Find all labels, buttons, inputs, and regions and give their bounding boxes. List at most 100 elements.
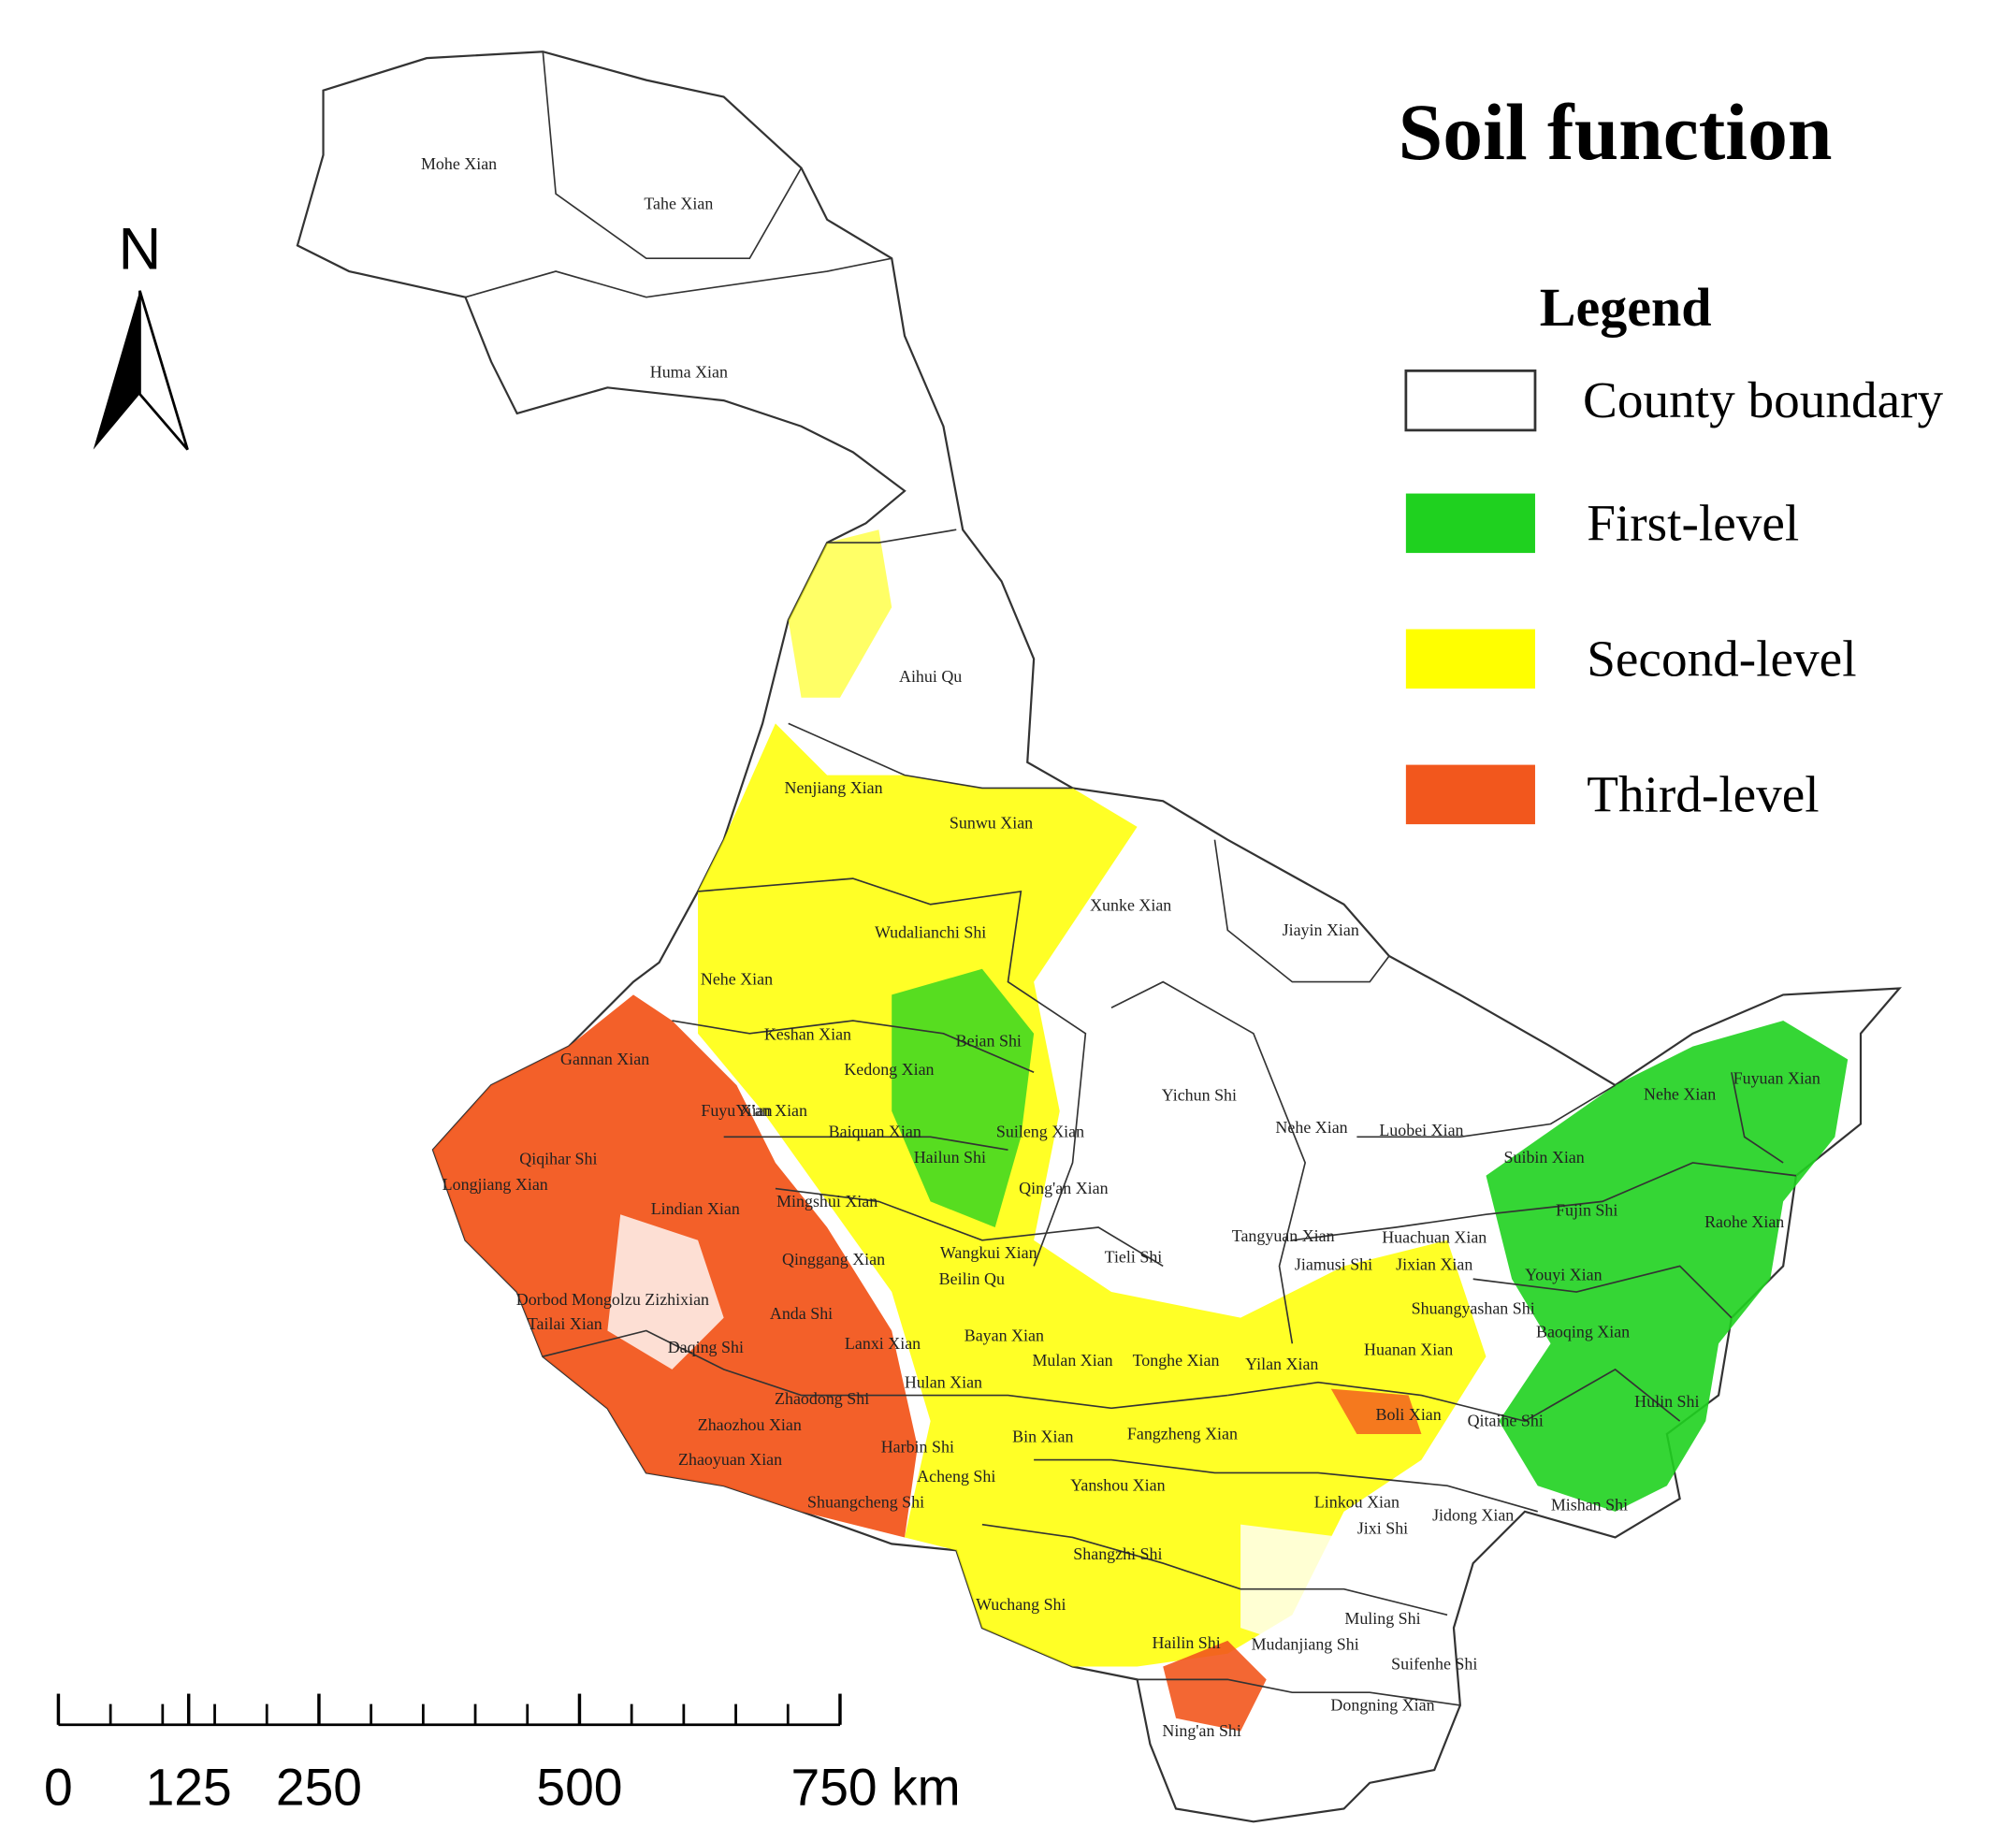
county-label: Fuyu Xian <box>701 1101 772 1120</box>
county-label: Tonghe Xian <box>1133 1351 1220 1370</box>
county-label: Gannan Xian <box>560 1050 649 1068</box>
county-label: Qiqihar Shi <box>519 1149 597 1167</box>
legend-swatch <box>1405 764 1535 825</box>
unclassified-patch <box>607 1033 1344 1654</box>
county-label: Luobei Xian <box>1379 1121 1463 1139</box>
county-boundary <box>775 1187 1164 1268</box>
county-label: Suibin Xian <box>1504 1148 1585 1167</box>
county-label: Nehe Xian <box>1644 1084 1716 1103</box>
county-boundary <box>697 877 1087 1267</box>
north-label: N <box>118 215 161 282</box>
county-labels: Mohe Xian Tahe Xian Huma Xian Aihui Qu Nenji… <box>421 154 1820 1740</box>
county-boundary <box>465 257 892 298</box>
county-boundary <box>981 1523 1448 1616</box>
second-level-area <box>698 723 1487 1667</box>
county-boundary <box>1356 1084 1617 1138</box>
county-label: Nenjiang Xian <box>785 778 883 797</box>
county-label: Kedong Xian <box>844 1060 934 1079</box>
county-label: Tahe Xian <box>644 195 713 213</box>
county-label: Hulan Xian <box>905 1372 982 1391</box>
county-label: Lanxi Xian <box>845 1334 921 1353</box>
county-label: Jiamusi Shi <box>1295 1255 1372 1274</box>
county-label: Mulan Xian <box>1032 1351 1112 1370</box>
county-label: Suifenhe Shi <box>1391 1654 1477 1673</box>
county-label: Zhaoyuan Xian <box>678 1450 782 1469</box>
county-label: Dorbod Mongolzu Zizhixian <box>516 1290 709 1309</box>
county-label: Baoqing Xian <box>1536 1322 1630 1341</box>
county-label: Jixian Xian <box>1396 1255 1472 1274</box>
scale-label: 750 km <box>790 1758 960 1816</box>
legend-label: County boundary <box>1583 371 1943 428</box>
county-label: Beilin Qu <box>939 1269 1005 1288</box>
county-boundary <box>1731 1072 1784 1164</box>
county-boundary <box>672 1020 1035 1074</box>
county-label: Fujin Shi <box>1556 1201 1617 1220</box>
regions <box>296 51 1902 1823</box>
county-label: Baiquan Xian <box>829 1122 921 1140</box>
county-label: Qinggang Xian <box>782 1250 885 1268</box>
county-label: Fangzheng Xian <box>1127 1424 1238 1442</box>
county-boundary <box>542 51 803 260</box>
scale-label: 500 <box>536 1758 622 1816</box>
county-label: Linkou Xian <box>1314 1493 1400 1512</box>
legend-label: Third-level <box>1587 765 1819 822</box>
county-label: Youyi Xian <box>1525 1266 1602 1284</box>
county-label: Yanshou Xian <box>1070 1476 1165 1495</box>
county-label: Wudalianchi Shi <box>875 923 986 942</box>
county-label: Zhaodong Shi <box>775 1389 869 1408</box>
north-arrow <box>138 290 189 451</box>
county-label: Yichun Shi <box>1162 1086 1237 1105</box>
county-label: Keshan Xian <box>764 1025 851 1044</box>
county-label: Bayan Xian <box>964 1326 1044 1345</box>
county-label: Jidong Xian <box>1432 1505 1514 1524</box>
county-label: Suileng Xian <box>996 1122 1084 1140</box>
legend: County boundary First-level Second-level Th… <box>1404 369 1944 825</box>
legend-label: First-level <box>1587 494 1799 551</box>
legend-swatch <box>1404 369 1537 432</box>
scale-label: 250 <box>276 1758 362 1816</box>
scale-label: 0 <box>44 1758 73 1816</box>
county-label: Wangkui Xian <box>940 1243 1037 1262</box>
county-boundary <box>1472 1265 1733 1319</box>
county-label: Mingshui Xian <box>776 1192 877 1210</box>
county-boundary <box>1137 1678 1460 1706</box>
county-boundary <box>723 1136 1008 1151</box>
county-label: Boli Xian <box>1375 1405 1441 1424</box>
scale-label: 125 <box>146 1758 232 1816</box>
county-boundary <box>827 529 957 544</box>
county-label: Lindian Xian <box>651 1199 740 1218</box>
county-label: Yi'an Xian <box>736 1101 807 1120</box>
second-level-area <box>788 529 892 698</box>
county-label: Huachuan Xian <box>1382 1228 1487 1247</box>
county-label: Ning'an Shi <box>1162 1721 1240 1740</box>
legend-title: Legend <box>1540 277 1712 338</box>
legend-swatch <box>1405 629 1535 689</box>
county-boundary <box>543 1329 1228 1410</box>
county-label: Shangzhi Shi <box>1073 1544 1162 1563</box>
county-label: Longjiang Xian <box>442 1175 548 1194</box>
county-label: Huma Xian <box>650 362 728 381</box>
county-label: Qing'an Xian <box>1019 1179 1108 1197</box>
county-label: Fuyuan Xian <box>1733 1069 1820 1088</box>
first-level-area <box>1486 1021 1849 1512</box>
map-title: Soil function <box>1399 88 1833 177</box>
county-label: Wuchang Shi <box>976 1595 1066 1614</box>
county-label: Zhaozhou Xian <box>698 1415 802 1434</box>
third-level-area <box>1330 1388 1422 1434</box>
county-label: Tangyuan Xian <box>1232 1226 1335 1245</box>
first-level-area <box>892 968 1035 1227</box>
county-label: Mudanjiang Shi <box>1252 1635 1359 1654</box>
county-label: Bin Xian <box>1012 1427 1073 1445</box>
county-boundary <box>1110 980 1307 1344</box>
county-label: Daqing Shi <box>668 1338 744 1356</box>
county-label: Huanan Xian <box>1364 1341 1453 1359</box>
county-label: Hulin Shi <box>1634 1392 1699 1411</box>
county-label: Muling Shi <box>1344 1609 1420 1628</box>
county-label: Yilan Xian <box>1245 1355 1318 1373</box>
county-label: Raohe Xian <box>1704 1212 1784 1231</box>
county-label: Mishan Shi <box>1551 1495 1628 1514</box>
county-boundaries <box>465 51 1797 1706</box>
county-label: Dongning Xian <box>1330 1696 1434 1715</box>
scale-bar: 0 125 250 500 750 km <box>44 1693 961 1816</box>
